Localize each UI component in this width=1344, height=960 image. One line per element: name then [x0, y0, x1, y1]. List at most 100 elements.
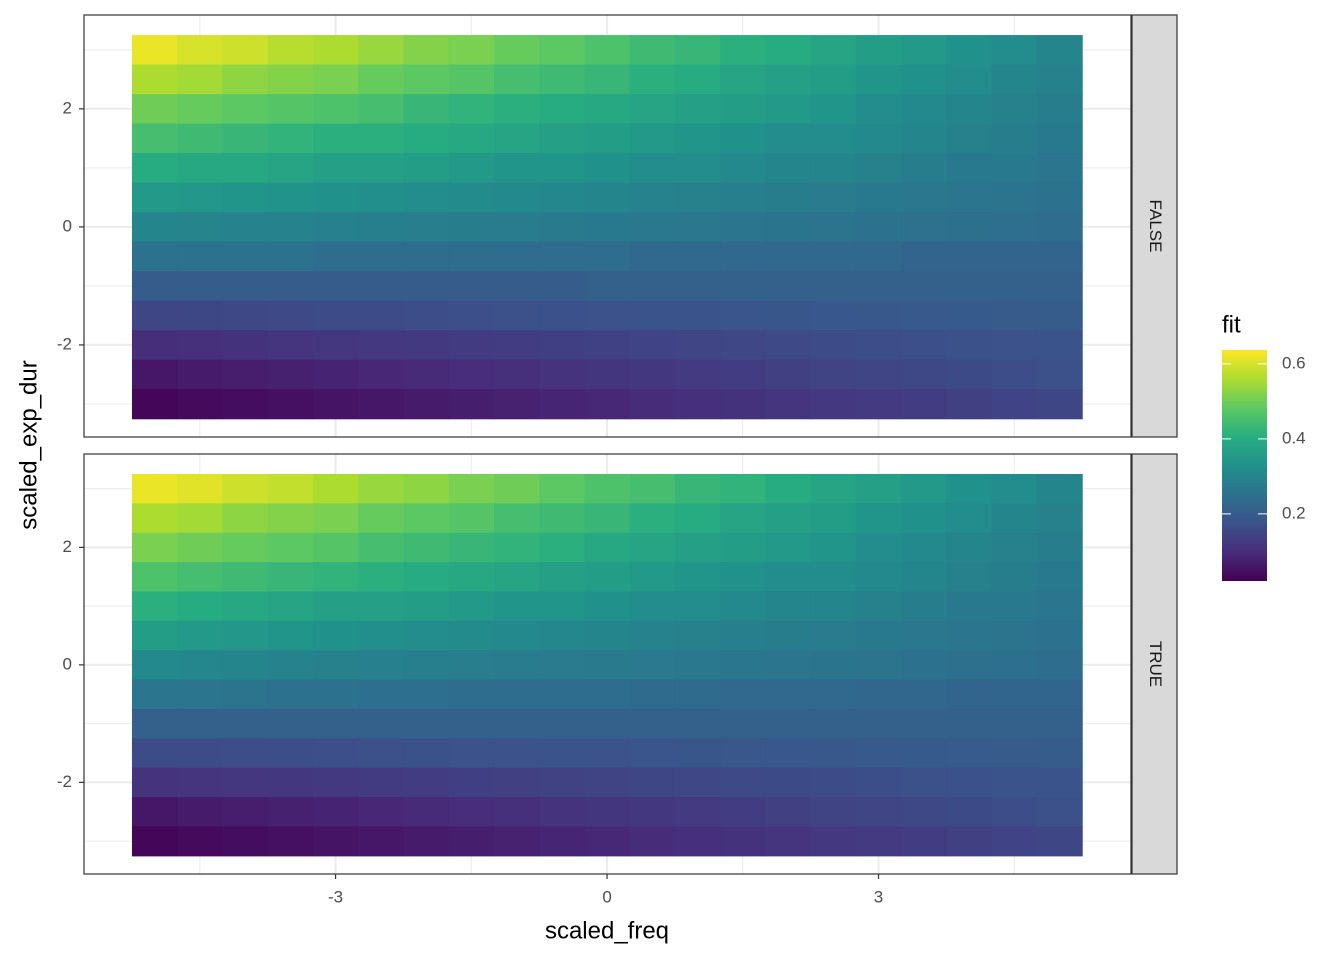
heat-tile: [629, 330, 676, 361]
heat-tile: [267, 562, 314, 593]
heat-tile: [131, 591, 178, 622]
heat-tile: [1036, 797, 1083, 828]
heat-tile: [448, 271, 495, 302]
heat-tile: [946, 271, 993, 302]
heat-tile: [991, 241, 1038, 272]
heat-tile: [267, 620, 314, 651]
heat-tile: [810, 767, 857, 798]
heat-tile: [765, 35, 812, 66]
x-axis-title: scaled_freq: [545, 917, 669, 944]
heat-tile: [674, 271, 721, 302]
heat-tile: [584, 738, 631, 769]
heat-tile: [584, 300, 631, 331]
heat-tile: [991, 212, 1038, 243]
heat-tile: [901, 123, 947, 154]
heat-tile: [222, 650, 269, 681]
heat-tile: [946, 562, 993, 593]
heat-tile: [674, 330, 721, 361]
heat-tile: [267, 241, 314, 272]
heat-tile: [358, 330, 405, 361]
heat-tile: [855, 35, 902, 66]
heat-tile: [267, 797, 314, 828]
heat-tile: [629, 241, 676, 272]
heat-tile: [855, 503, 902, 534]
heat-tile: [358, 650, 405, 681]
x-tick-label: 0: [602, 887, 611, 906]
heat-tile: [810, 797, 857, 828]
heat-tile: [539, 153, 586, 184]
heat-tile: [674, 389, 721, 420]
heat-tile: [177, 562, 224, 593]
heat-tile: [584, 826, 631, 857]
heat-tile: [584, 182, 631, 213]
heat-tile: [267, 473, 314, 504]
heat-tile: [267, 389, 314, 420]
heat-tile: [312, 389, 359, 420]
heat-tile: [403, 241, 450, 272]
heat-tile: [539, 650, 586, 681]
y-tick-label: 0: [63, 216, 72, 235]
heat-tile: [855, 797, 902, 828]
heat-tile: [720, 153, 767, 184]
heat-tile: [131, 389, 178, 420]
heat-tile: [810, 562, 857, 593]
heat-tile: [448, 35, 495, 66]
heat-tile: [720, 35, 767, 66]
heat-tile: [901, 591, 947, 622]
heat-tile: [991, 271, 1038, 302]
heat-tile: [720, 562, 767, 593]
heat-tile: [584, 620, 631, 651]
heat-tile: [584, 271, 631, 302]
heat-tile: [403, 300, 450, 331]
heat-tile: [629, 359, 676, 390]
heat-tile: [222, 359, 269, 390]
heat-tile: [810, 473, 857, 504]
heat-tile: [810, 94, 857, 125]
heat-tile: [991, 620, 1038, 651]
heat-tile: [901, 473, 947, 504]
heat-tile: [177, 532, 224, 563]
heat-tile: [584, 64, 631, 95]
heat-tile: [403, 708, 450, 739]
heat-tile: [901, 271, 947, 302]
heat-tile: [358, 679, 405, 710]
heat-tile: [267, 532, 314, 563]
heat-tile: [131, 271, 178, 302]
heat-tile: [584, 767, 631, 798]
heat-tile: [222, 330, 269, 361]
heat-tile: [1036, 271, 1083, 302]
heat-tile: [991, 532, 1038, 563]
heat-tile: [539, 212, 586, 243]
heat-tile: [720, 241, 767, 272]
heat-tile: [946, 591, 993, 622]
heat-tile: [312, 359, 359, 390]
heat-tile: [539, 591, 586, 622]
heat-tile: [810, 123, 857, 154]
heat-tile: [131, 300, 178, 331]
x-tick-label: 3: [874, 887, 883, 906]
heat-tile: [946, 503, 993, 534]
heat-tile: [674, 123, 721, 154]
heat-tile: [991, 359, 1038, 390]
heat-tile: [991, 473, 1038, 504]
heat-tile: [855, 212, 902, 243]
heat-tile: [1036, 241, 1083, 272]
heat-tile: [855, 330, 902, 361]
heat-tile: [1036, 650, 1083, 681]
heat-tile: [674, 64, 721, 95]
heat-tile: [177, 35, 224, 66]
heat-tile: [810, 591, 857, 622]
heat-tile: [403, 591, 450, 622]
heat-tile: [946, 532, 993, 563]
heat-tile: [222, 300, 269, 331]
heat-tile: [539, 182, 586, 213]
heat-tile: [674, 503, 721, 534]
heat-tile: [765, 562, 812, 593]
heat-tile: [493, 591, 540, 622]
heat-tile: [358, 153, 405, 184]
heat-tile: [448, 182, 495, 213]
heat-tile: [131, 64, 178, 95]
heat-tile: [1036, 123, 1083, 154]
heat-tile: [629, 153, 676, 184]
heat-tile: [448, 330, 495, 361]
